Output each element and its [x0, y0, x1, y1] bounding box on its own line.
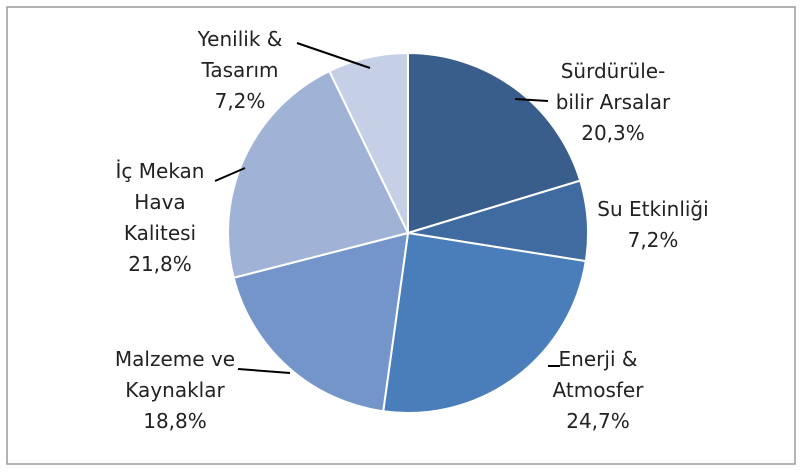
slice-label: Su Etkinliği	[597, 197, 708, 221]
slice-label: Sürdürüle-bilir Arsalar	[556, 59, 671, 114]
slice-label: Enerji & Atmosfer	[553, 347, 645, 402]
slice-label: Malzeme ve Kaynaklar	[115, 347, 235, 402]
leader-line	[296, 42, 371, 69]
pie-slice	[407, 51, 582, 235]
value-label: 18,8%	[143, 409, 207, 433]
leader-line	[514, 98, 549, 102]
leader-line	[214, 167, 246, 182]
pie-slice	[232, 231, 410, 413]
slice-label: Yenilik & Tasarım	[197, 27, 283, 82]
pie-slice	[382, 231, 587, 414]
slice-label: İç Mekan Hava Kalitesi	[116, 159, 205, 245]
value-label: 20,3%	[581, 121, 645, 145]
value-label: 7,2%	[215, 89, 266, 113]
pie-slice	[227, 69, 410, 279]
pie-slice	[327, 51, 409, 234]
leader-line	[237, 368, 291, 374]
value-label: 21,8%	[128, 252, 192, 276]
value-label: 7,2%	[628, 228, 679, 252]
value-label: 24,7%	[566, 409, 630, 433]
